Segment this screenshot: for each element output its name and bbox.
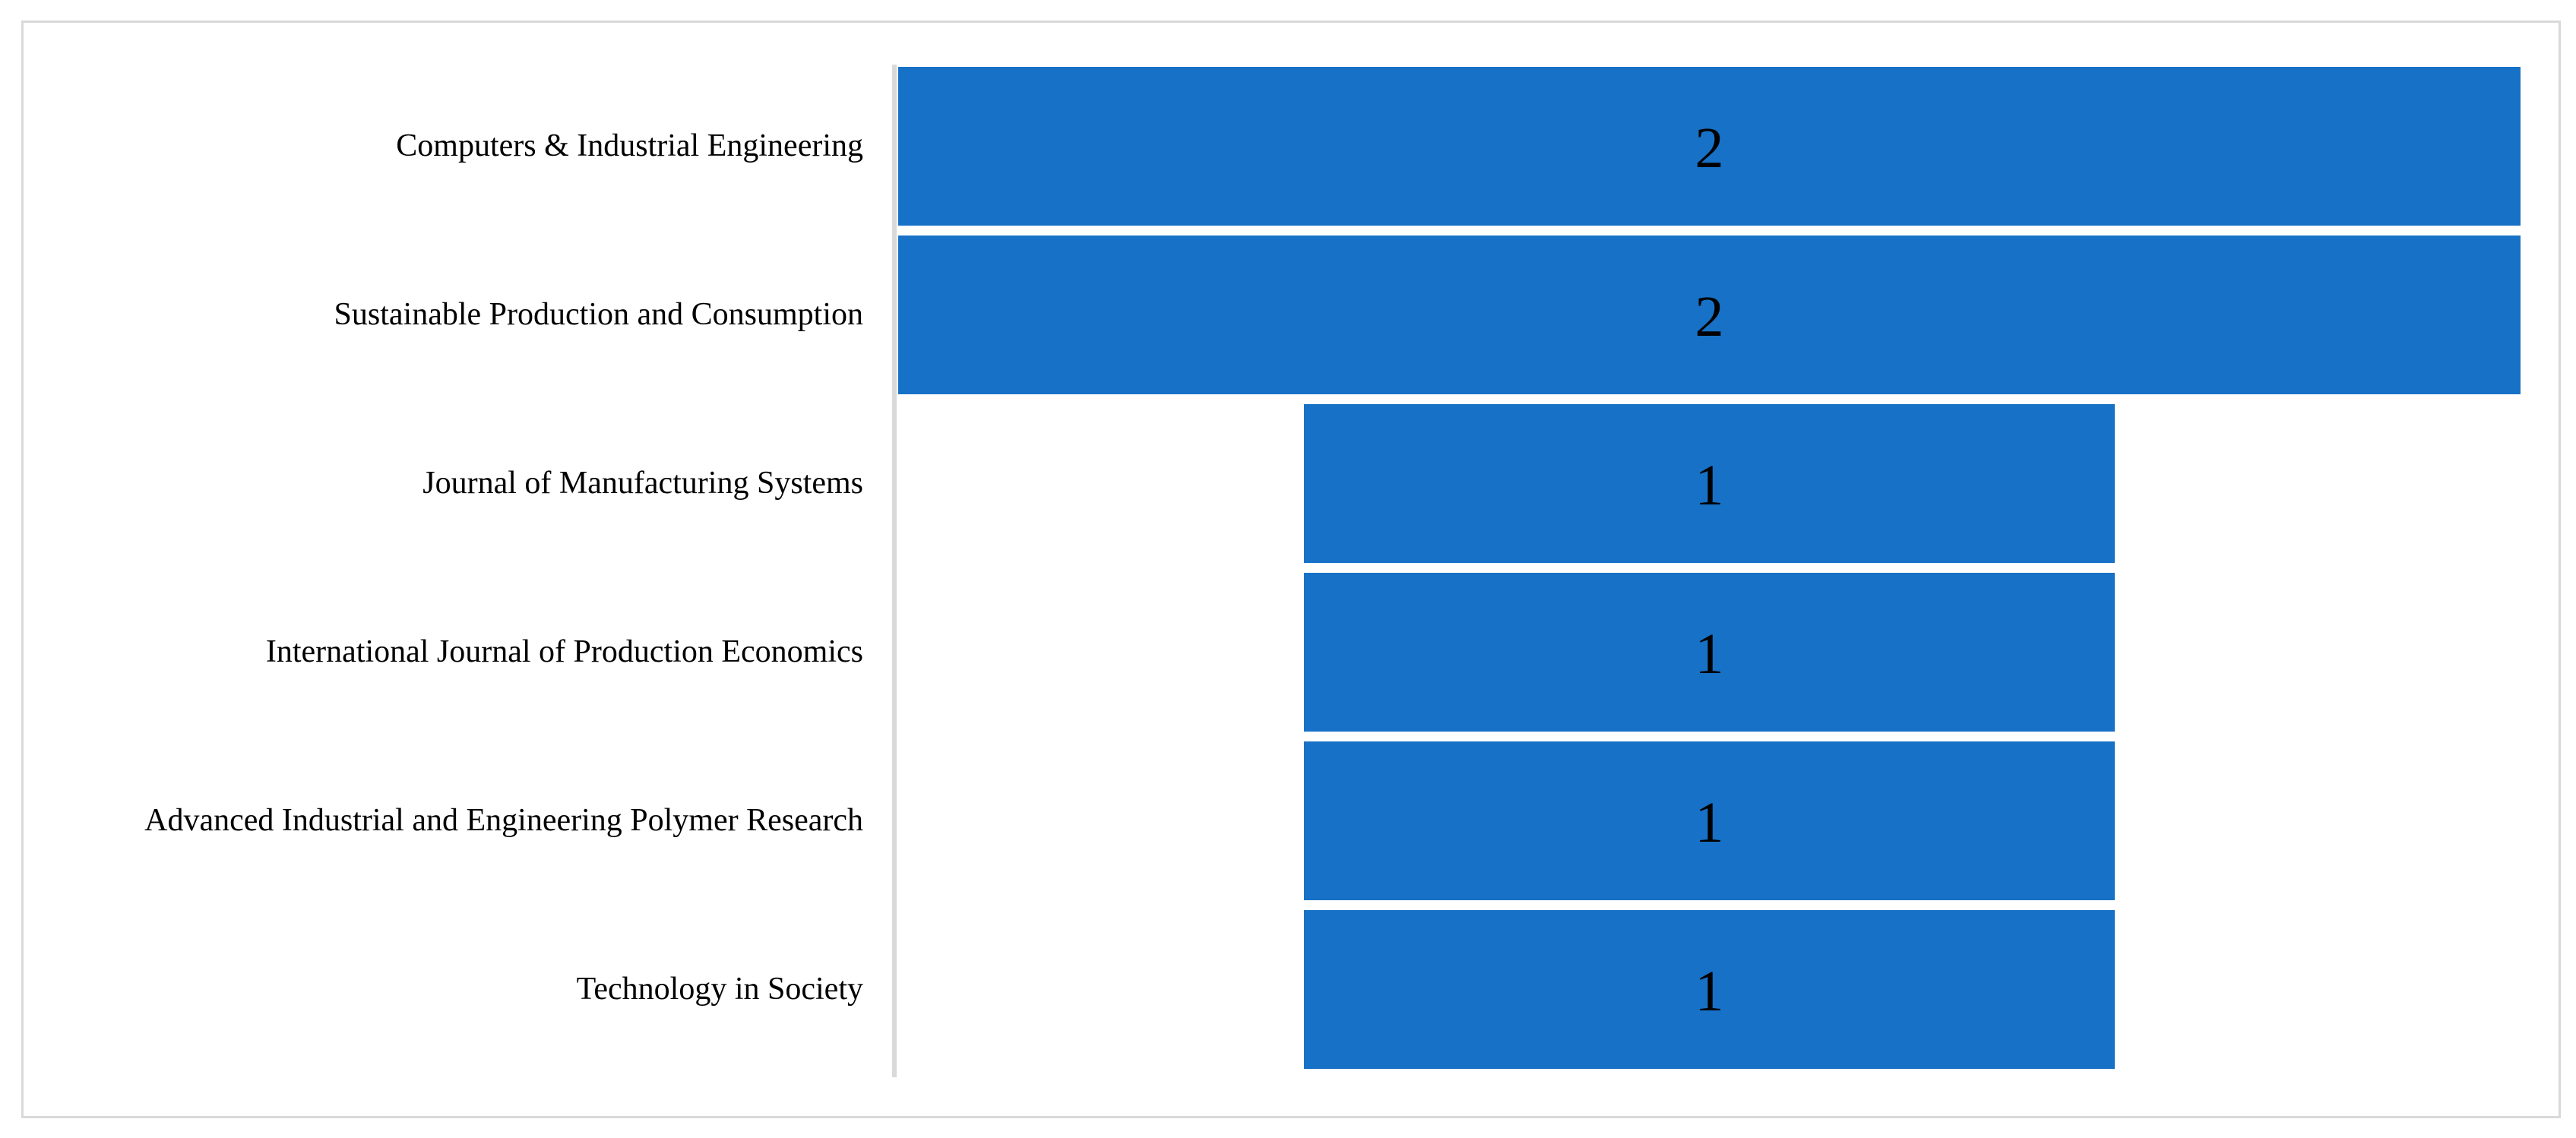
category-label-row: Technology in Society — [34, 910, 863, 1079]
category-label: Technology in Society — [576, 972, 863, 1007]
category-label: Computers & Industrial Engineering — [396, 128, 863, 164]
value-label: 1 — [1695, 621, 1724, 686]
bar: 1 — [1303, 573, 2116, 732]
category-label: International Journal of Production Econ… — [265, 634, 863, 670]
bar-row: 1 — [898, 404, 2521, 573]
value-label: 1 — [1695, 959, 1724, 1023]
category-label-row: Sustainable Production and Consumption — [34, 236, 863, 404]
y-axis-line — [892, 65, 897, 1077]
bar: 1 — [1303, 741, 2116, 900]
bar: 1 — [1303, 910, 2116, 1069]
category-label: Sustainable Production and Consumption — [334, 297, 863, 333]
category-label-row: Journal of Manufacturing Systems — [34, 404, 863, 573]
category-label-row: Advanced Industrial and Engineering Poly… — [34, 741, 863, 910]
bar-row: 1 — [898, 573, 2521, 741]
bar-row: 1 — [898, 910, 2521, 1079]
category-label-row: International Journal of Production Econ… — [34, 573, 863, 741]
bar: 1 — [1303, 404, 2116, 563]
value-label: 1 — [1695, 453, 1724, 517]
category-label-row: Computers & Industrial Engineering — [34, 67, 863, 236]
category-labels-column: Computers & Industrial Engineering Sustai… — [34, 67, 863, 1079]
category-label: Advanced Industrial and Engineering Poly… — [144, 803, 863, 839]
bar-row: 2 — [898, 67, 2521, 236]
value-label: 2 — [1695, 115, 1724, 180]
value-label: 1 — [1695, 790, 1724, 855]
value-label: 2 — [1695, 284, 1724, 349]
category-label: Journal of Manufacturing Systems — [422, 466, 863, 501]
bar-row: 2 — [898, 236, 2521, 404]
bar: 2 — [898, 236, 2521, 394]
bar: 2 — [898, 67, 2521, 226]
plot-area: 2 2 1 1 1 1 — [898, 67, 2521, 1079]
bar-row: 1 — [898, 741, 2521, 910]
